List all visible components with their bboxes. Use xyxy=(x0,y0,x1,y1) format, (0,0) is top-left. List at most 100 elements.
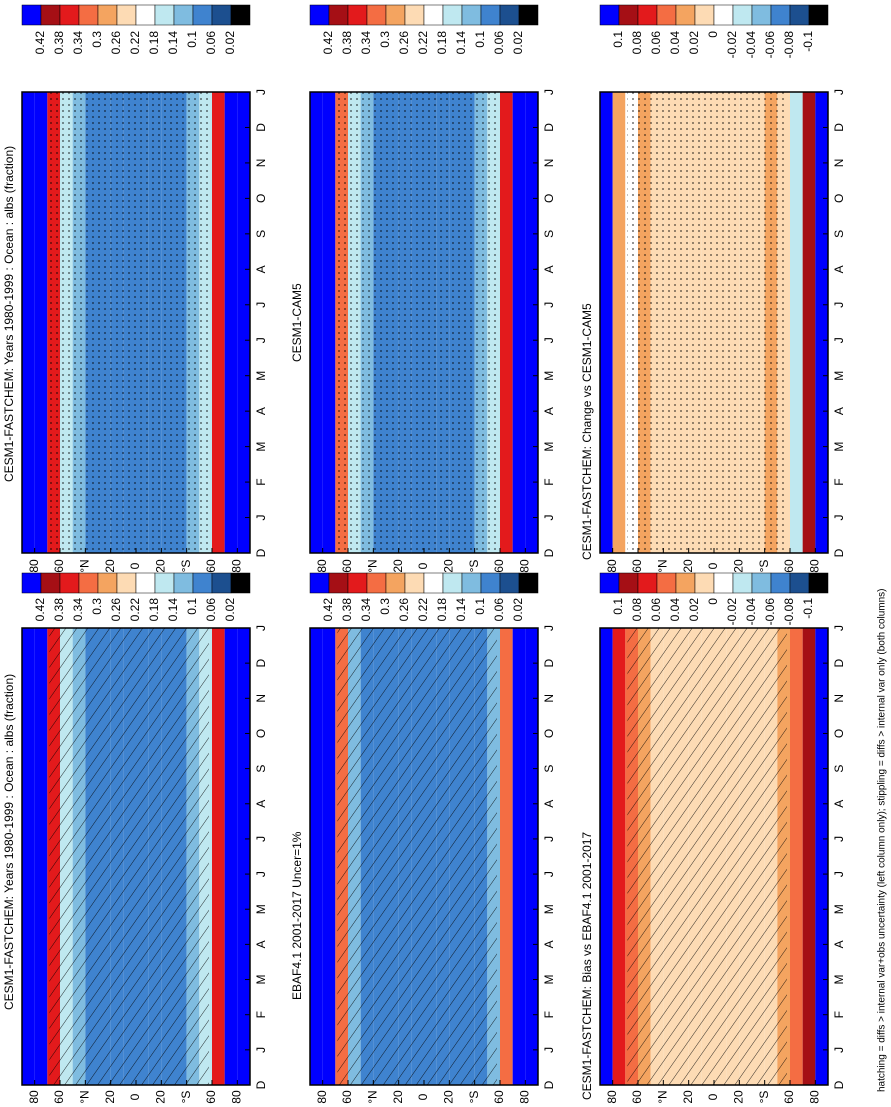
y-tick-label: M xyxy=(542,975,556,985)
colorbar-box xyxy=(423,4,444,26)
y-tick-label: J xyxy=(542,836,556,842)
heat-cell xyxy=(612,628,626,1085)
heat-cell xyxy=(802,92,816,553)
y-tick-label: A xyxy=(832,407,846,415)
x-tick-label: 80 xyxy=(315,1090,329,1104)
colorbar-box xyxy=(499,572,520,594)
x-tick-label: 20 xyxy=(154,559,168,573)
colorbar-box xyxy=(230,4,251,26)
colorbar-label: 0.02 xyxy=(687,598,701,622)
stippling xyxy=(627,92,787,553)
x-tick-label: 20 xyxy=(681,559,695,573)
y-tick-label: M xyxy=(254,442,268,452)
heat-cell xyxy=(224,628,238,1085)
x-tick-label: 60 xyxy=(492,559,506,573)
x-tick-label: 80 xyxy=(27,1090,41,1104)
y-tick-label: S xyxy=(542,765,556,773)
panel-title: CESM1-CAM5 xyxy=(290,283,304,362)
x-tick-label: 80 xyxy=(518,559,532,573)
colorbar-box xyxy=(135,572,156,594)
y-tick-label: J xyxy=(254,871,268,877)
colorbar-label: 0.02 xyxy=(223,598,237,622)
x-tick-label: 80 xyxy=(518,1090,532,1104)
x-tick-label: 80 xyxy=(315,559,329,573)
colorbar-box xyxy=(442,4,463,26)
colorbar-label: -0.06 xyxy=(763,598,777,626)
heat-cell xyxy=(525,92,538,553)
x-tick-label: 80 xyxy=(27,559,41,573)
y-tick-label: J xyxy=(254,836,268,842)
heat-cell xyxy=(237,628,250,1085)
y-tick-label: M xyxy=(832,975,846,985)
colorbar-label: 0.26 xyxy=(397,31,411,55)
colorbar-box xyxy=(385,572,406,594)
colorbar-label: 0.02 xyxy=(511,31,525,55)
colorbar-box xyxy=(154,4,175,26)
colorbar-box xyxy=(21,572,42,594)
colorbar-label: 0.04 xyxy=(668,31,682,55)
y-tick-label: A xyxy=(254,940,268,948)
y-tick-label: O xyxy=(832,194,846,203)
x-tick-label: 60 xyxy=(204,1090,218,1104)
y-tick-label: J xyxy=(542,1047,556,1053)
colorbar-label: 0.26 xyxy=(109,598,123,622)
colorbar-box xyxy=(97,572,118,594)
x-tick-label: 0 xyxy=(128,562,142,569)
colorbar-label: 0.06 xyxy=(649,598,663,622)
heat-cell xyxy=(22,628,35,1085)
x-tick-label: °N xyxy=(656,559,670,572)
x-tick-label: 20 xyxy=(732,559,746,573)
y-tick-label: D xyxy=(254,123,268,132)
y-tick-label: D xyxy=(254,1080,268,1089)
y-tick-label: J xyxy=(542,337,556,343)
y-tick-label: S xyxy=(542,230,556,238)
y-tick-label: J xyxy=(542,515,556,521)
colorbar-box xyxy=(347,4,368,26)
heat-cell xyxy=(612,92,626,553)
colorbar-box xyxy=(116,572,137,594)
colorbar-box xyxy=(694,4,715,26)
colorbar-label: 0.1 xyxy=(611,31,625,48)
x-tick-label: 60 xyxy=(630,559,644,573)
colorbar-box xyxy=(385,4,406,26)
colorbar-box xyxy=(599,572,620,594)
colorbar-label: 0.18 xyxy=(147,598,161,622)
y-tick-label: M xyxy=(542,442,556,452)
colorbar-label: 0.34 xyxy=(359,31,373,55)
y-tick-label: J xyxy=(832,871,846,877)
colorbar-box xyxy=(366,4,387,26)
colorbar-box xyxy=(656,4,677,26)
y-tick-label: N xyxy=(254,694,268,703)
x-tick-label: 20 xyxy=(681,1090,695,1104)
colorbar-label: 0.14 xyxy=(454,598,468,622)
colorbar-box xyxy=(770,4,791,26)
colorbar-label: 0.06 xyxy=(492,31,506,55)
x-tick-label: 80 xyxy=(605,1090,619,1104)
colorbar-label: 0.06 xyxy=(204,598,218,622)
colorbar-box xyxy=(518,4,539,26)
y-tick-label: O xyxy=(254,194,268,203)
y-tick-label: J xyxy=(542,302,556,308)
heat-cell xyxy=(790,628,803,1085)
colorbar-box xyxy=(599,4,620,26)
y-tick-label: M xyxy=(832,904,846,914)
x-tick-label: °N xyxy=(78,1090,92,1103)
y-tick-label: J xyxy=(832,337,846,343)
x-tick-label: 60 xyxy=(630,1090,644,1104)
hatching xyxy=(627,628,787,1085)
y-tick-label: S xyxy=(832,230,846,238)
colorbar-label: 0.22 xyxy=(416,31,430,55)
colorbar-box xyxy=(751,572,772,594)
colorbar-label: -0.06 xyxy=(763,31,777,59)
x-tick-label: °S xyxy=(757,560,771,573)
x-tick-label: 20 xyxy=(442,559,456,573)
colorbar-label: 0.3 xyxy=(378,31,392,48)
y-tick-label: A xyxy=(542,407,556,415)
heat-cell xyxy=(512,92,526,553)
y-tick-label: J xyxy=(832,1047,846,1053)
colorbar-label: 0.34 xyxy=(359,598,373,622)
colorbar-label: 0.02 xyxy=(511,598,525,622)
colorbar-box xyxy=(328,4,349,26)
x-tick-label: °N xyxy=(366,559,380,572)
y-tick-label: O xyxy=(542,729,556,738)
